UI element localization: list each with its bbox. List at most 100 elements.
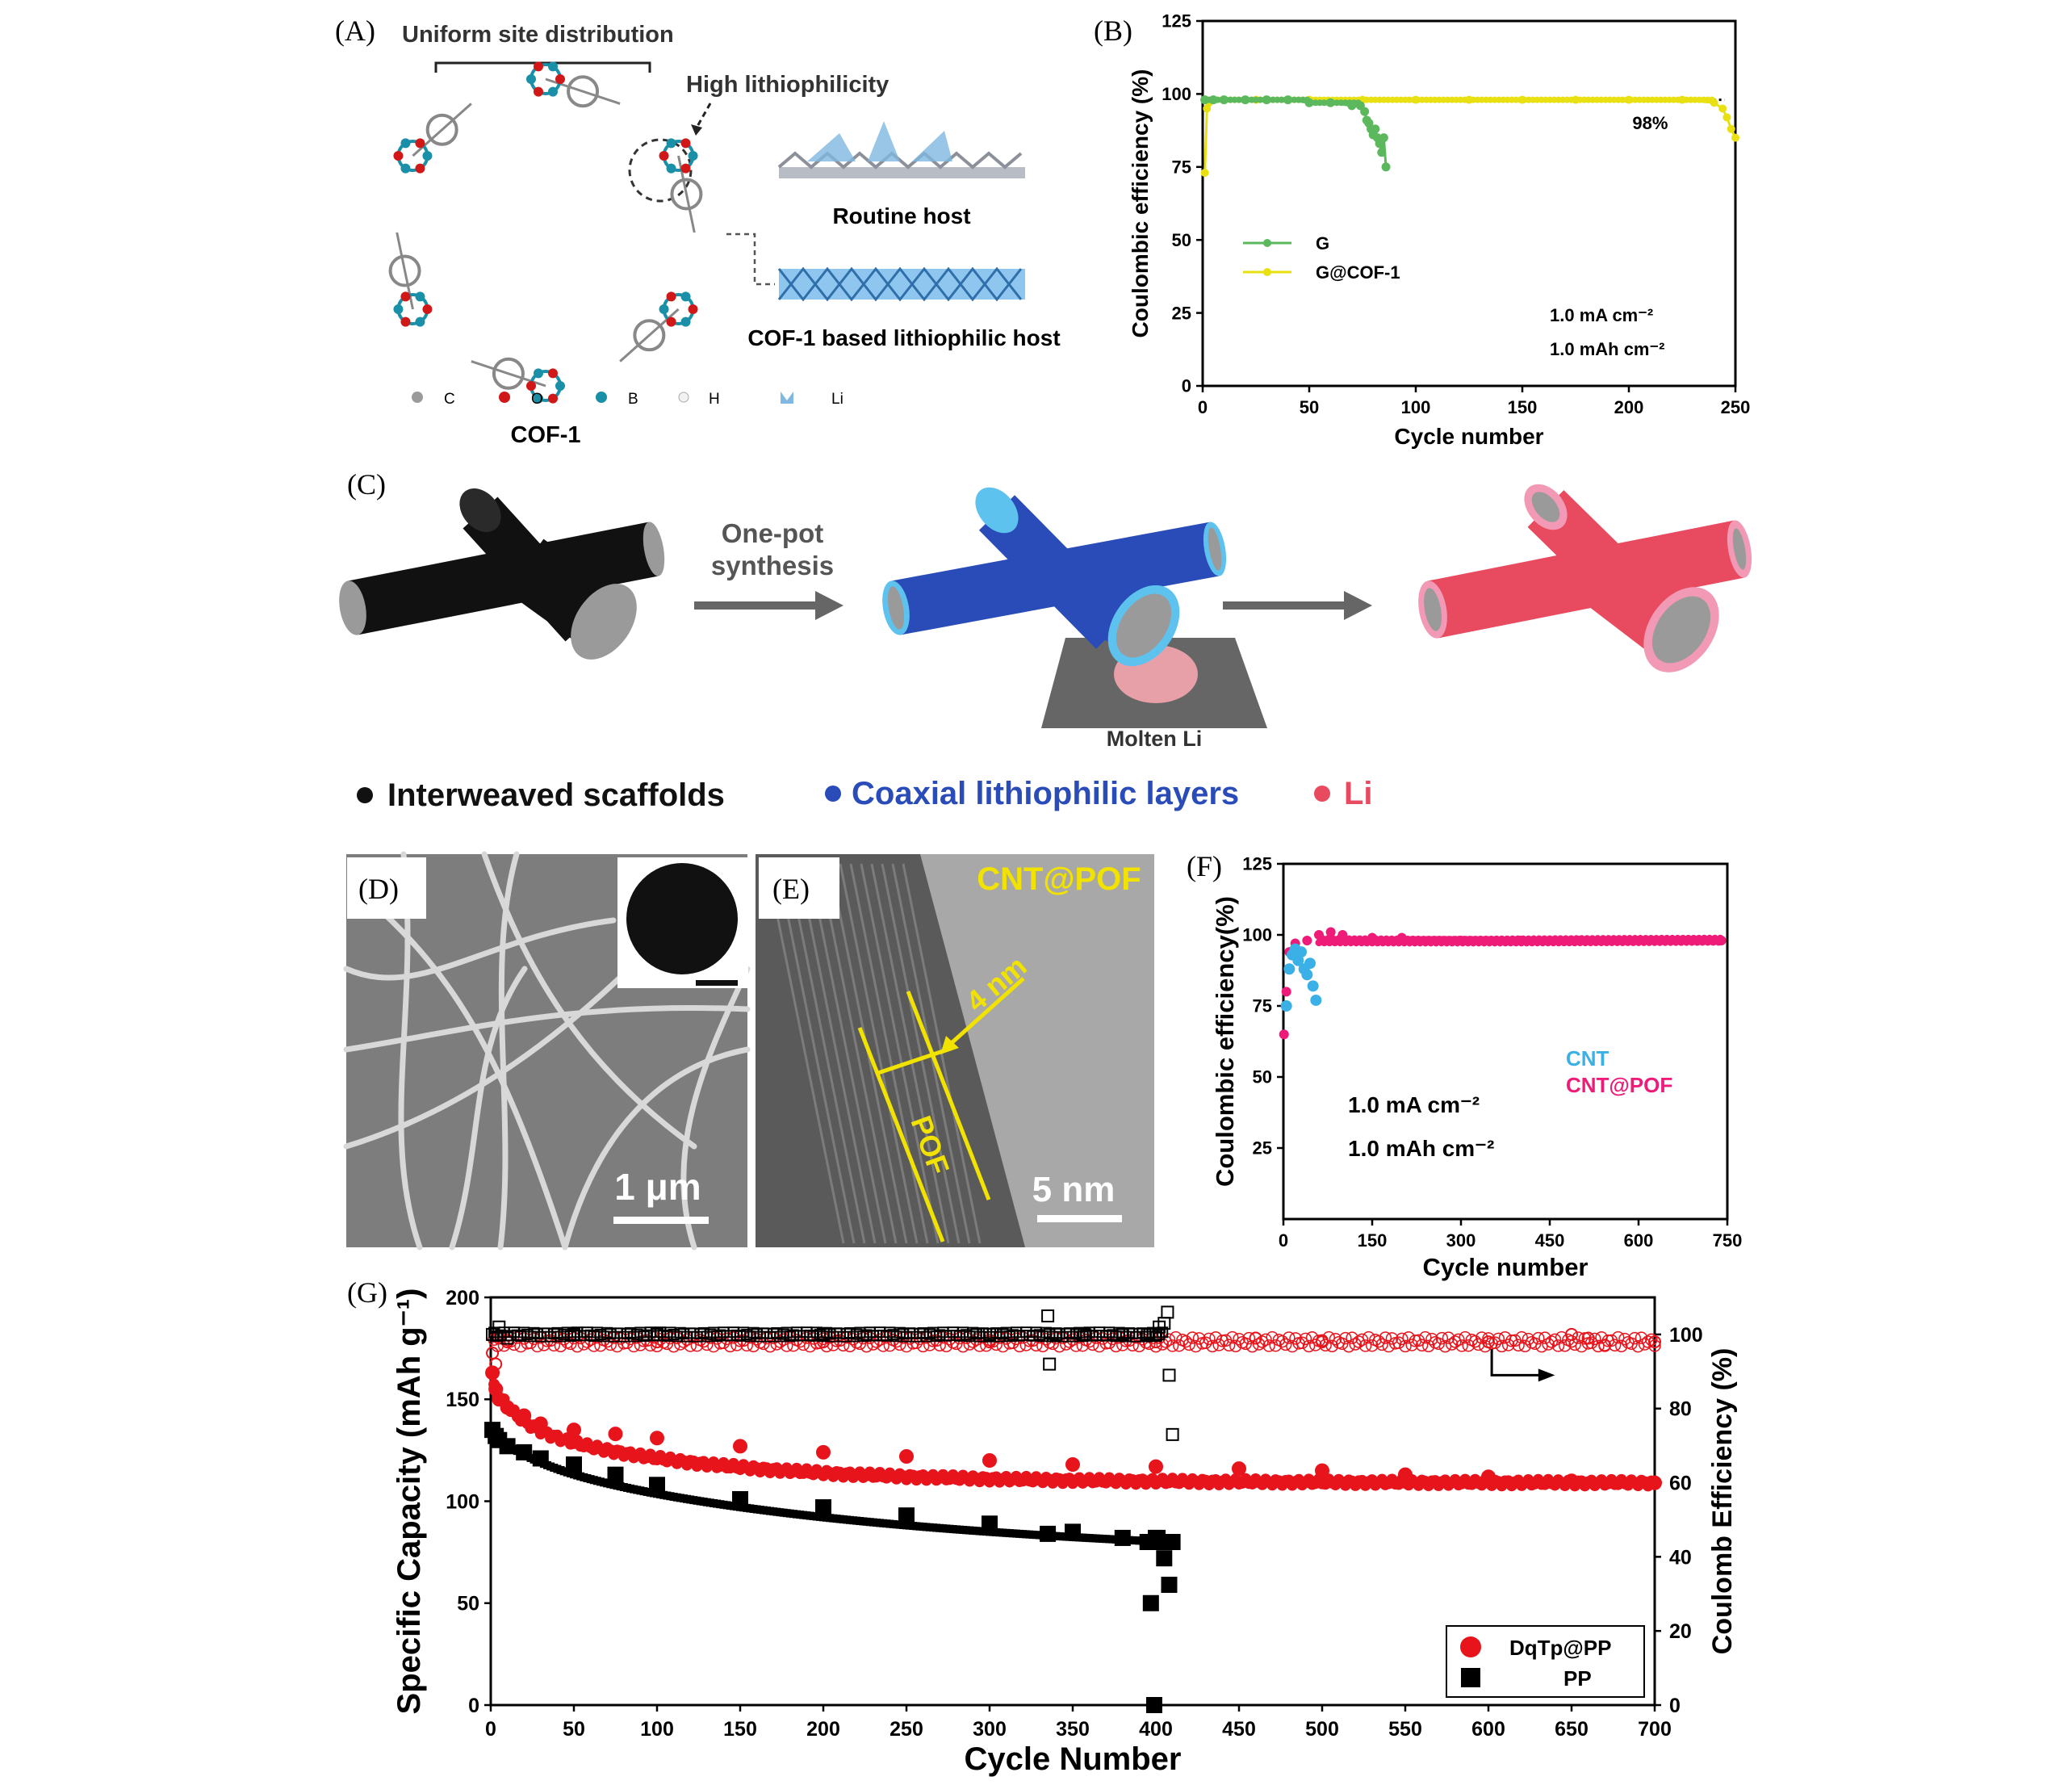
- data-point: [1538, 1331, 1551, 1344]
- y-tick-label: 200: [446, 1287, 479, 1309]
- panel-e-letter-box: [759, 857, 839, 919]
- data-point: [1412, 95, 1420, 104]
- data-point: [797, 1338, 810, 1351]
- oxygen-atom: [526, 381, 536, 391]
- y-tick-label: 150: [446, 1389, 479, 1411]
- data-point: [1608, 1339, 1622, 1351]
- lattice-fringe: [786, 863, 866, 1244]
- chart-g: 0 50 100 150 200 250 300 350 400 450 500 550 600 650 7…: [391, 1287, 1738, 1777]
- data-point: [1372, 1335, 1385, 1348]
- x-tick-label: 150: [723, 1718, 757, 1741]
- data-point: [1592, 1339, 1605, 1353]
- data-point: [1200, 95, 1210, 105]
- x-tick-label: 200: [1614, 397, 1644, 417]
- data-point: [1501, 1339, 1515, 1351]
- boron-atom: [666, 163, 676, 174]
- data-point: [1296, 1336, 1309, 1349]
- data-point: [1222, 1339, 1236, 1351]
- data-point: [486, 1327, 500, 1341]
- data-point: [538, 1339, 550, 1351]
- data-point: [983, 1327, 996, 1341]
- cof-host-illustration: COF-1 based lithiophilic host: [747, 266, 1061, 350]
- data-point: [1512, 1339, 1525, 1351]
- data-point: [1625, 95, 1633, 104]
- oxygen-atom: [666, 316, 676, 327]
- legend-label-li: Li: [831, 391, 843, 408]
- data-point: [1040, 1525, 1057, 1542]
- data-point: [747, 1339, 760, 1352]
- panel-e: (E) CNT@POF 4 nm POF 5 nm: [756, 854, 1154, 1247]
- data-point: [1161, 1577, 1178, 1594]
- sem-fiber: [343, 949, 649, 1150]
- lattice-fringe: [839, 863, 919, 1244]
- li-infusion-arrowhead: [1344, 591, 1372, 620]
- tem-lattice-fringes: [765, 863, 982, 1244]
- data-point: [1532, 1331, 1545, 1345]
- data-point: [1141, 1327, 1154, 1341]
- y-tick-label: 0: [468, 1695, 479, 1717]
- data-point: [1302, 1339, 1316, 1353]
- data-point: [1283, 963, 1296, 975]
- x-tick-label: 250: [889, 1718, 923, 1741]
- data-point: [1572, 95, 1580, 104]
- data-point: [1319, 1339, 1332, 1351]
- x-tick-label: 0: [1198, 397, 1208, 417]
- oxygen-atom: [415, 138, 425, 149]
- panel-f: (F) 0 150 300 450 600 750 25 50 75 100 125 Cycle nu…: [1187, 850, 1742, 1281]
- coaxial-layer-illustration: Molten Li: [882, 487, 1267, 751]
- data-point: [817, 1327, 830, 1341]
- scaffold-end-3: [643, 522, 665, 576]
- boron-atom: [548, 86, 558, 97]
- data-point: [1468, 1335, 1482, 1348]
- y2-tick-label: 20: [1669, 1620, 1692, 1643]
- thickness-arrowhead: [940, 1036, 959, 1054]
- data-point: [1418, 1330, 1432, 1344]
- sem-fiber: [449, 966, 528, 1251]
- data-point: [1360, 107, 1370, 116]
- data-point: [1572, 1331, 1584, 1344]
- y-tick-label: 100: [1162, 84, 1191, 104]
- y-tick-label: 75: [1172, 157, 1191, 178]
- data-point: [1515, 1330, 1528, 1344]
- y-tick-label: 125: [1162, 11, 1191, 31]
- data-point: [1242, 1331, 1256, 1345]
- y-axis-label: Coulombic efficiency (%): [1128, 69, 1153, 338]
- data-point: [489, 1357, 503, 1371]
- data-point: [1346, 1331, 1358, 1344]
- coax-fiber-2: [890, 522, 1220, 635]
- x-tick-label: 450: [1535, 1230, 1565, 1251]
- pointer-arrowhead: [691, 124, 702, 136]
- data-point: [627, 1339, 640, 1353]
- y-tick-label: 100: [446, 1490, 479, 1513]
- oxygen-atom: [680, 138, 691, 149]
- data-point: [1262, 95, 1271, 105]
- data-point: [1716, 936, 1727, 946]
- benzene-ring: [388, 254, 421, 287]
- legend-label: DqTp@PP: [1509, 1636, 1611, 1660]
- oxygen-atom: [659, 151, 669, 161]
- data-point: [651, 1335, 663, 1349]
- panel-d-letter: (D): [358, 873, 399, 905]
- data-point: [1731, 133, 1739, 142]
- boron-atom: [534, 393, 543, 404]
- annotation-capacity: 1.0 mAh cm⁻²: [1550, 339, 1664, 359]
- data-point: [1310, 994, 1322, 1006]
- data-point: [1415, 1339, 1429, 1351]
- data-point: [963, 1338, 977, 1351]
- cof-1-title: COF-1: [511, 422, 581, 448]
- chart-f: 0 150 300 450 600 750 25 50 75 100 125 Cycle number…: [1211, 854, 1742, 1281]
- data-point: [1229, 1339, 1242, 1352]
- boron-atom: [415, 291, 425, 302]
- pof-boundary-outer: [906, 991, 991, 1200]
- data-point: [532, 1450, 549, 1467]
- data-point: [1142, 1594, 1159, 1611]
- li-core-3: [1732, 528, 1747, 570]
- data-point: [898, 1507, 915, 1524]
- boron-atom: [393, 304, 404, 314]
- panel-g: (G) 0 50 100 150 200 250 300 350 400 450 500 550 600…: [347, 1276, 1738, 1777]
- data-point: [1396, 1332, 1409, 1346]
- x-tick-label: 600: [1624, 1230, 1654, 1251]
- legend-atom-b: [596, 392, 607, 403]
- li-core-1: [1531, 492, 1560, 522]
- x-tick-label: 300: [1446, 1230, 1476, 1251]
